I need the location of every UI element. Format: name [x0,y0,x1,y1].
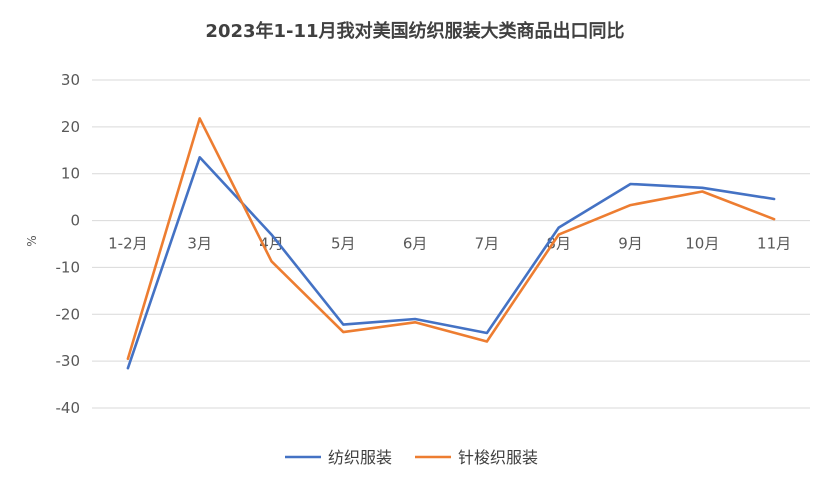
y-tick-label: 20 [61,118,80,136]
y-tick-label: -10 [56,258,81,276]
series-line-2 [126,117,776,361]
x-tick-label: 1-2月 [108,235,148,253]
x-tick-label: 6月 [403,235,428,253]
series-line-1 [126,156,776,370]
x-axis-ticks: 1-2月 3月 4月 5月 6月 7月 8月 9月 10月 11月 [108,235,791,253]
y-axis-label: % [25,235,39,246]
x-tick-label: 11月 [757,235,791,253]
x-tick-label: 7月 [475,235,500,253]
series-lines [126,117,776,370]
y-tick-label: 30 [61,71,80,89]
y-tick-label: -30 [56,352,81,370]
x-tick-label: 8月 [546,235,571,253]
gridlines [92,79,810,409]
x-tick-label: 10月 [685,235,719,253]
y-axis-ticks: 30 20 10 0 -10 -20 -30 -40 [56,71,81,417]
y-tick-label: -20 [56,305,81,323]
y-tick-label: -40 [56,399,81,417]
legend-label: 针梭织服装 [458,448,538,467]
x-tick-label: 5月 [331,235,356,253]
legend: 纺织服装 针梭织服装 [285,448,538,467]
x-tick-label: 9月 [618,235,643,253]
chart-title: 2023年1-11月我对美国纺织服装大类商品出口同比 [205,20,624,42]
y-tick-label: 0 [70,212,80,230]
x-tick-label: 3月 [187,235,212,253]
y-tick-label: 10 [61,165,80,183]
legend-label: 纺织服装 [328,448,392,467]
